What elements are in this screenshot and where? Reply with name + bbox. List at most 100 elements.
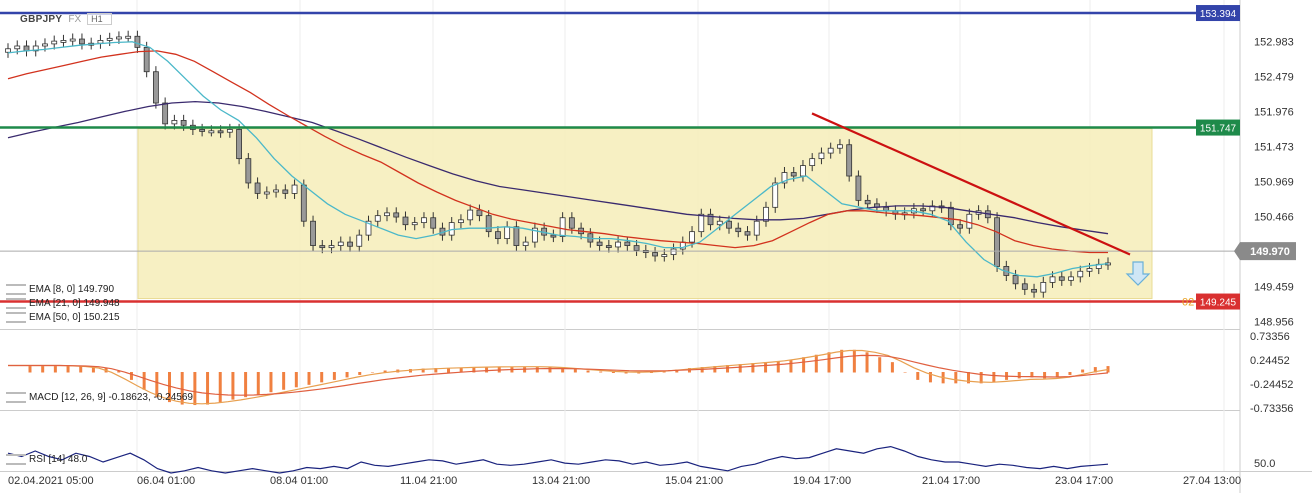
candle-body xyxy=(162,102,169,125)
candle-body xyxy=(69,38,76,42)
candle-body xyxy=(171,119,178,125)
candle-body xyxy=(531,227,538,243)
label-151747-bg xyxy=(1196,119,1240,136)
candle-body xyxy=(347,241,353,247)
candle-body xyxy=(559,217,566,237)
candle-body xyxy=(467,209,474,221)
legend-rsi[interactable]: RSI [14] 48.0 xyxy=(6,454,87,465)
candle-body xyxy=(864,199,871,205)
candle-body xyxy=(966,213,973,229)
candle-body xyxy=(300,184,307,222)
legend-ema50[interactable]: EMA [50, 0] 150.215 xyxy=(6,312,120,323)
candle-body xyxy=(282,189,289,194)
ema21-line xyxy=(7,50,1108,254)
candle-body xyxy=(495,231,501,240)
candle-body xyxy=(208,130,215,134)
candle-body xyxy=(236,129,242,160)
candle-body xyxy=(698,213,705,233)
candle-body xyxy=(421,217,427,224)
y-tick-label: 150.466 xyxy=(1254,212,1294,224)
rsi-line xyxy=(7,445,1109,474)
candle-body xyxy=(846,144,853,177)
label-153394: 153.394 xyxy=(1200,9,1237,20)
candle-body xyxy=(1049,276,1056,283)
candle-body xyxy=(763,206,769,222)
candle-body xyxy=(273,189,279,193)
candle-body xyxy=(393,212,400,218)
indicator-icon xyxy=(6,392,26,403)
candle-body xyxy=(356,234,363,247)
candle-body xyxy=(125,35,132,39)
candle-body xyxy=(957,224,964,229)
candle-body xyxy=(753,220,760,236)
candle-body xyxy=(513,226,520,246)
candle-body xyxy=(485,215,492,233)
candle-body xyxy=(550,234,557,238)
candle-body xyxy=(106,37,113,41)
y-tick-label: 150.969 xyxy=(1254,177,1294,189)
candle-body xyxy=(837,144,843,149)
legend-rsi-label: RSI [14] 48.0 xyxy=(29,454,88,465)
legend-ema50-label: EMA [50, 0] 150.215 xyxy=(29,312,120,323)
legend-macd[interactable]: MACD [12, 26, 9] -0.18623, -0.24569 xyxy=(6,392,193,403)
candle-body xyxy=(143,46,150,73)
legend-ema8-label: EMA [8, 0] 149.790 xyxy=(29,284,115,295)
candle-body xyxy=(790,172,797,177)
chart-header: GBPJPY FX H1 xyxy=(20,13,112,25)
legend-macd-label: MACD [12, 26, 9] -0.18623, -0.24569 xyxy=(29,392,193,403)
symbol-label[interactable]: GBPJPY xyxy=(20,13,63,25)
candle-body xyxy=(116,36,122,40)
candle-body xyxy=(79,38,85,45)
x-tick-label: 27.04 13:00 xyxy=(1183,475,1241,487)
candle-body xyxy=(615,241,621,248)
candle-body xyxy=(633,245,640,251)
y-tick-label: 149.459 xyxy=(1254,282,1294,294)
candle-body xyxy=(568,217,575,229)
indicator-icon xyxy=(6,284,26,295)
candle-body xyxy=(994,217,1000,267)
candle-body xyxy=(180,119,187,126)
candle-body xyxy=(5,48,11,53)
candle-body xyxy=(402,216,409,226)
candle-body xyxy=(707,213,714,226)
candle-body xyxy=(134,35,141,48)
candle-body xyxy=(245,158,252,184)
candle-body xyxy=(809,158,816,166)
candle-body xyxy=(263,191,270,195)
candle-body xyxy=(60,40,67,43)
candle-body xyxy=(310,220,316,246)
legend-ema8[interactable]: EMA [8, 0] 149.790 xyxy=(6,284,114,295)
label-151747: 151.747 xyxy=(1200,124,1237,135)
label-149245-bg xyxy=(1196,293,1240,310)
candle-body xyxy=(291,184,298,194)
candle-body xyxy=(781,172,788,184)
candle-body xyxy=(430,217,437,229)
market-label: FX xyxy=(68,13,82,25)
candle-body xyxy=(716,220,723,226)
candle-body xyxy=(14,45,21,50)
y-tick-label: 148.956 xyxy=(1254,317,1294,329)
candle-body xyxy=(476,209,483,217)
candle-body xyxy=(800,165,806,177)
candle-body xyxy=(254,182,261,194)
legend-ema21[interactable]: EMA [21, 0] 149.948 xyxy=(6,298,120,309)
x-tick-label: 08.04 01:00 xyxy=(270,475,328,487)
indicator-icon xyxy=(6,298,26,309)
candle-body xyxy=(504,226,511,240)
x-tick-label: 23.04 17:00 xyxy=(1055,475,1113,487)
candle-body xyxy=(1086,268,1093,272)
macd-line xyxy=(8,349,1109,405)
x-tick-label: 19.04 17:00 xyxy=(793,475,851,487)
timeframe-select[interactable]: H1 xyxy=(87,13,112,25)
candle-body xyxy=(726,220,732,229)
candle-body xyxy=(1077,270,1084,278)
candle-body xyxy=(1021,283,1028,290)
candle-body xyxy=(818,152,825,160)
ema8-line xyxy=(7,41,1109,278)
candle-body xyxy=(319,245,326,249)
last-price-label: 149.970 xyxy=(1250,246,1290,258)
candle-body xyxy=(1068,276,1074,281)
down-arrow-icon xyxy=(1125,261,1151,286)
candle-body xyxy=(199,129,206,132)
